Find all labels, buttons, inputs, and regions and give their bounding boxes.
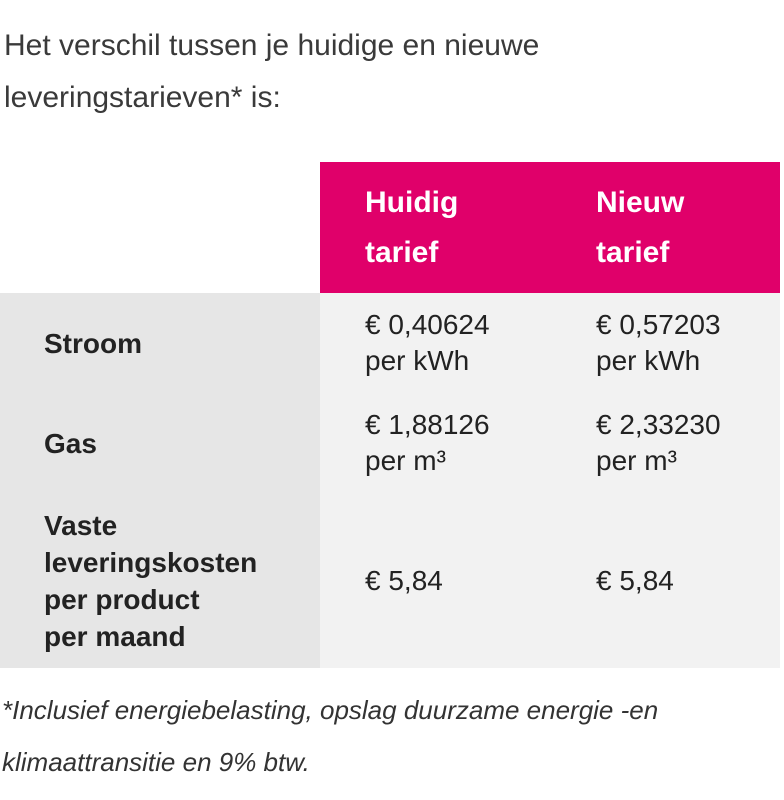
footnote-line: *Inclusief energiebelasting, opslag duur… (2, 695, 659, 725)
tariff-value: € 2,33230 (596, 409, 721, 440)
header-text: Huidig (365, 186, 459, 219)
value-cell (320, 293, 780, 393)
row-label: per maand (44, 620, 186, 652)
row-label: leveringskosten (44, 546, 258, 578)
label-cell (0, 293, 320, 393)
table-header (320, 162, 780, 293)
footnote-line: klimaattransitie en 9% btw. (2, 747, 310, 777)
header-text: tarief (596, 236, 670, 269)
row-label: Vaste (44, 509, 118, 541)
header-text: tarief (365, 236, 439, 269)
tariff-value: € 0,57203 (596, 309, 721, 340)
tariff-value: per kWh (365, 345, 470, 376)
tariff-value: € 5,84 (365, 564, 443, 596)
row-label: Stroom (44, 327, 142, 359)
intro-line: leveringstarieven* is: (4, 81, 281, 114)
tariff-value: € 5,84 (596, 564, 674, 596)
tariff-value: € 1,88126 (365, 409, 490, 440)
row-label: Gas (44, 427, 97, 459)
tariff-value: € 0,40624 (365, 309, 490, 340)
label-cell (0, 393, 320, 493)
value-cell (320, 493, 780, 668)
tariff-value: per m³ (596, 445, 677, 476)
tariff-value: per kWh (596, 345, 701, 376)
row-label: per product (44, 583, 200, 615)
intro-line: Het verschil tussen je huidige en nieuwe (4, 29, 540, 62)
label-cell (0, 493, 320, 668)
tariff-value: per m³ (365, 445, 446, 476)
header-text: Nieuw (596, 186, 685, 219)
value-cell (320, 393, 780, 493)
